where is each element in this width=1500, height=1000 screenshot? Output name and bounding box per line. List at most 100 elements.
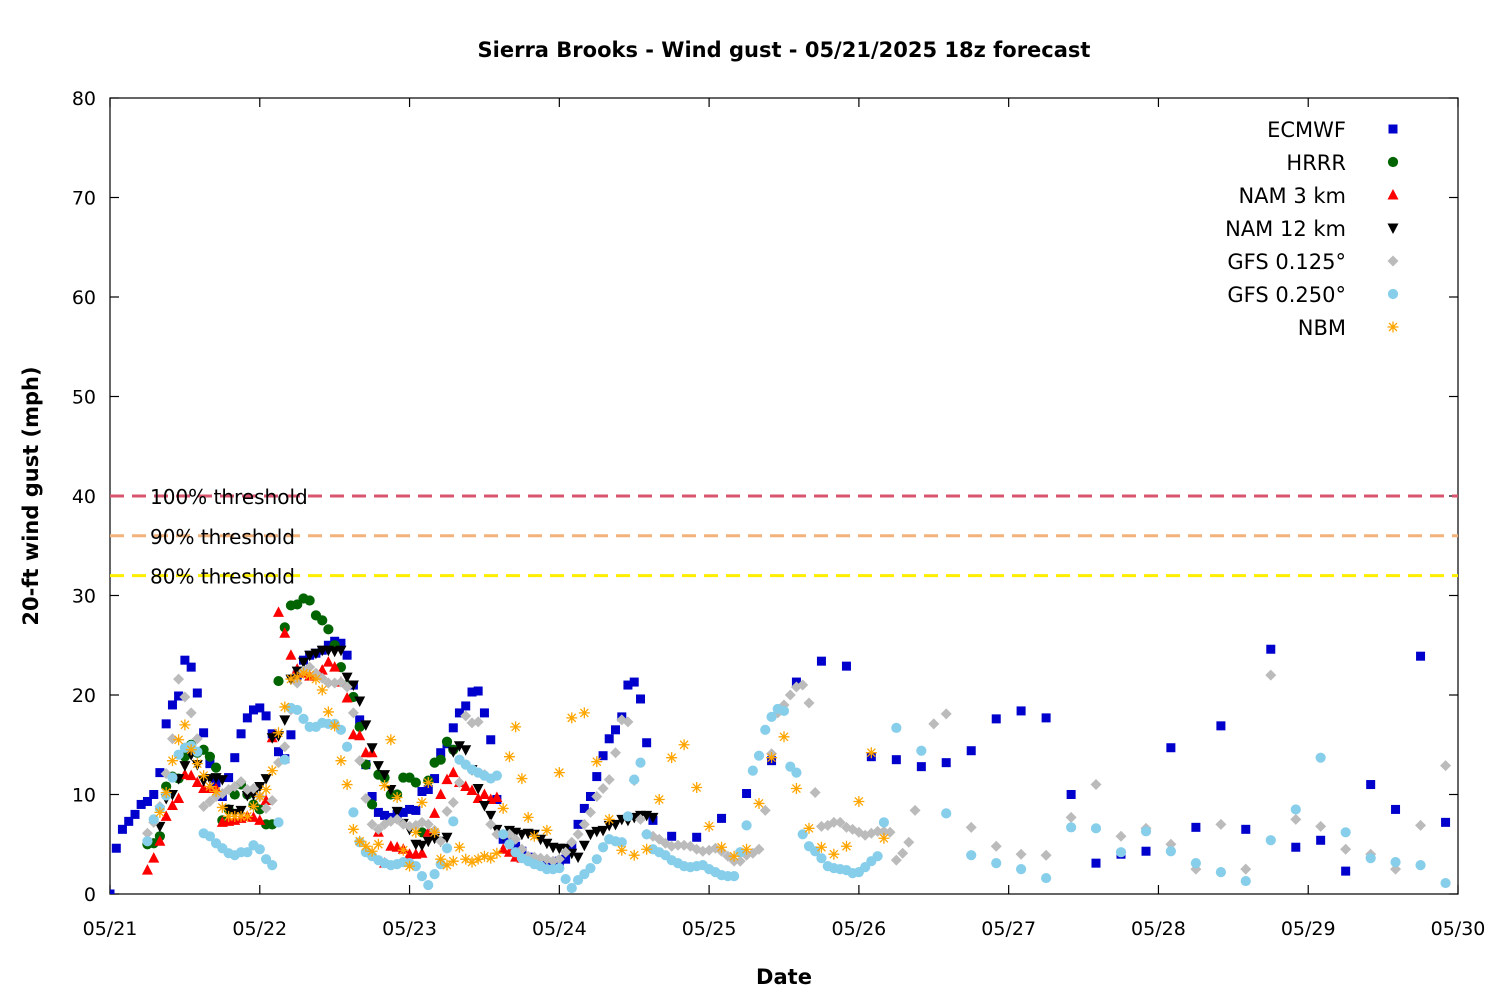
data-point-ecmwf: [717, 813, 727, 823]
data-point-nam-12-km: [422, 836, 434, 848]
data-point-nbm: [878, 832, 890, 844]
data-point-hrrr: [323, 624, 334, 635]
data-point-ecmwf: [1441, 817, 1451, 827]
data-point-nam-3-km: [154, 835, 166, 846]
data-point-gfs-0-125: [447, 796, 459, 808]
data-point-gfs-0-125: [1040, 849, 1052, 861]
data-point-gfs-0-125: [347, 707, 359, 719]
data-point-ecmwf: [286, 730, 296, 740]
data-point-nam-3-km: [478, 788, 490, 799]
data-point-nbm: [510, 721, 522, 733]
data-point-ecmwf: [1316, 835, 1326, 845]
data-point-nam-3-km: [279, 627, 291, 638]
data-point-ecmwf: [274, 747, 283, 757]
data-point-hrrr: [354, 721, 365, 732]
data-point-nbm: [441, 859, 453, 871]
data-point-nam-12-km: [298, 657, 310, 669]
data-point-nam-12-km: [441, 832, 453, 844]
data-point-nam-3-km: [354, 729, 366, 741]
x-tick-label: 05/24: [532, 918, 587, 940]
data-point-nbm: [447, 855, 459, 867]
data-point-ecmwf: [430, 774, 440, 784]
data-point-gfs-0-250: [348, 807, 359, 818]
data-point-gfs-0-250: [335, 724, 347, 735]
data-point-nam-12-km: [535, 834, 547, 846]
data-point-gfs-0-125: [597, 783, 609, 795]
data-point-nbm: [210, 786, 222, 798]
data-point-gfs-0-125: [1015, 848, 1027, 860]
data-point-ecmwf: [255, 703, 265, 713]
data-point-ecmwf: [336, 638, 346, 648]
data-point-gfs-0-125: [753, 843, 765, 855]
data-point-gfs-0-250: [1165, 846, 1176, 857]
data-point-ecmwf: [423, 785, 433, 795]
data-point-ecmwf: [636, 694, 646, 704]
data-point-nbm: [641, 843, 653, 855]
data-point-ecmwf: [411, 805, 421, 815]
legend-label-gfs-0-125: GFS 0.125°: [1227, 250, 1346, 274]
data-point-hrrr: [229, 789, 240, 800]
data-point-nam-3-km: [447, 766, 459, 778]
legend-marker-gfs-0-250: [1387, 288, 1399, 300]
data-point-ecmwf: [161, 719, 171, 729]
data-point-nam-12-km: [254, 782, 266, 793]
legend-label-ecmwf: ECMWF: [1267, 118, 1346, 142]
x-tick-label: 05/25: [682, 918, 737, 940]
data-point-gfs-0-125: [185, 707, 197, 719]
data-point-ecmwf: [186, 662, 196, 672]
data-point-ecmwf: [642, 738, 652, 748]
data-point-hrrr: [435, 754, 446, 765]
data-point-ecmwf: [417, 787, 427, 797]
data-point-nam-12-km: [597, 825, 609, 837]
y-tick-label: 10: [72, 785, 96, 807]
data-point-nbm: [472, 853, 484, 865]
data-point-nam-12-km: [347, 680, 359, 692]
data-point-nam-12-km: [647, 812, 659, 824]
y-tick-label: 20: [72, 685, 96, 707]
data-point-gfs-0-125: [260, 802, 272, 814]
x-axis-label: Date: [756, 965, 812, 989]
data-point-nam-3-km: [166, 799, 178, 810]
data-point-gfs-0-250: [498, 829, 509, 840]
data-point-nbm: [223, 810, 235, 822]
data-point-gfs-0-250: [560, 873, 571, 885]
data-point-gfs-0-125: [460, 710, 472, 722]
data-point-ecmwf: [342, 650, 352, 660]
data-point-gfs-0-125: [1440, 760, 1452, 772]
data-point-ecmwf: [367, 791, 377, 801]
data-point-ecmwf: [667, 831, 677, 841]
data-point-nbm: [422, 777, 434, 789]
data-point-nbm: [366, 845, 378, 857]
data-point-ecmwf: [629, 677, 639, 687]
data-point-gfs-0-250: [1440, 877, 1451, 889]
data-point-ecmwf: [592, 772, 602, 782]
data-point-gfs-0-250: [760, 724, 771, 735]
data-point-gfs-0-125: [903, 836, 915, 848]
data-point-nbm: [179, 719, 191, 731]
data-point-ecmwf: [579, 803, 589, 813]
data-point-nam-3-km: [160, 810, 172, 821]
threshold-label: 100% threshold: [150, 485, 308, 509]
data-point-gfs-0-125: [422, 818, 434, 830]
data-point-gfs-0-125: [928, 718, 940, 730]
y-tick-label: 80: [72, 88, 96, 110]
data-point-nbm: [166, 755, 178, 767]
data-point-ecmwf: [1016, 706, 1026, 716]
data-point-nbm: [216, 801, 228, 813]
data-point-nam-12-km: [460, 745, 472, 756]
data-point-nam-12-km: [379, 770, 391, 781]
data-point-gfs-0-125: [897, 847, 909, 859]
data-point-ecmwf: [230, 753, 240, 763]
data-point-nam-12-km: [541, 838, 553, 850]
data-point-nbm: [503, 751, 515, 763]
data-point-ecmwf: [155, 768, 165, 778]
data-point-ecmwf: [585, 791, 595, 801]
data-point-nam-3-km: [141, 864, 153, 875]
data-point-ecmwf: [380, 810, 390, 820]
data-point-nbm: [429, 826, 441, 838]
data-point-nam-12-km: [366, 743, 378, 754]
data-point-gfs-0-250: [1340, 827, 1351, 838]
data-point-gfs-0-125: [1340, 843, 1352, 855]
data-point-ecmwf: [916, 762, 926, 772]
data-point-gfs-0-125: [591, 790, 603, 802]
